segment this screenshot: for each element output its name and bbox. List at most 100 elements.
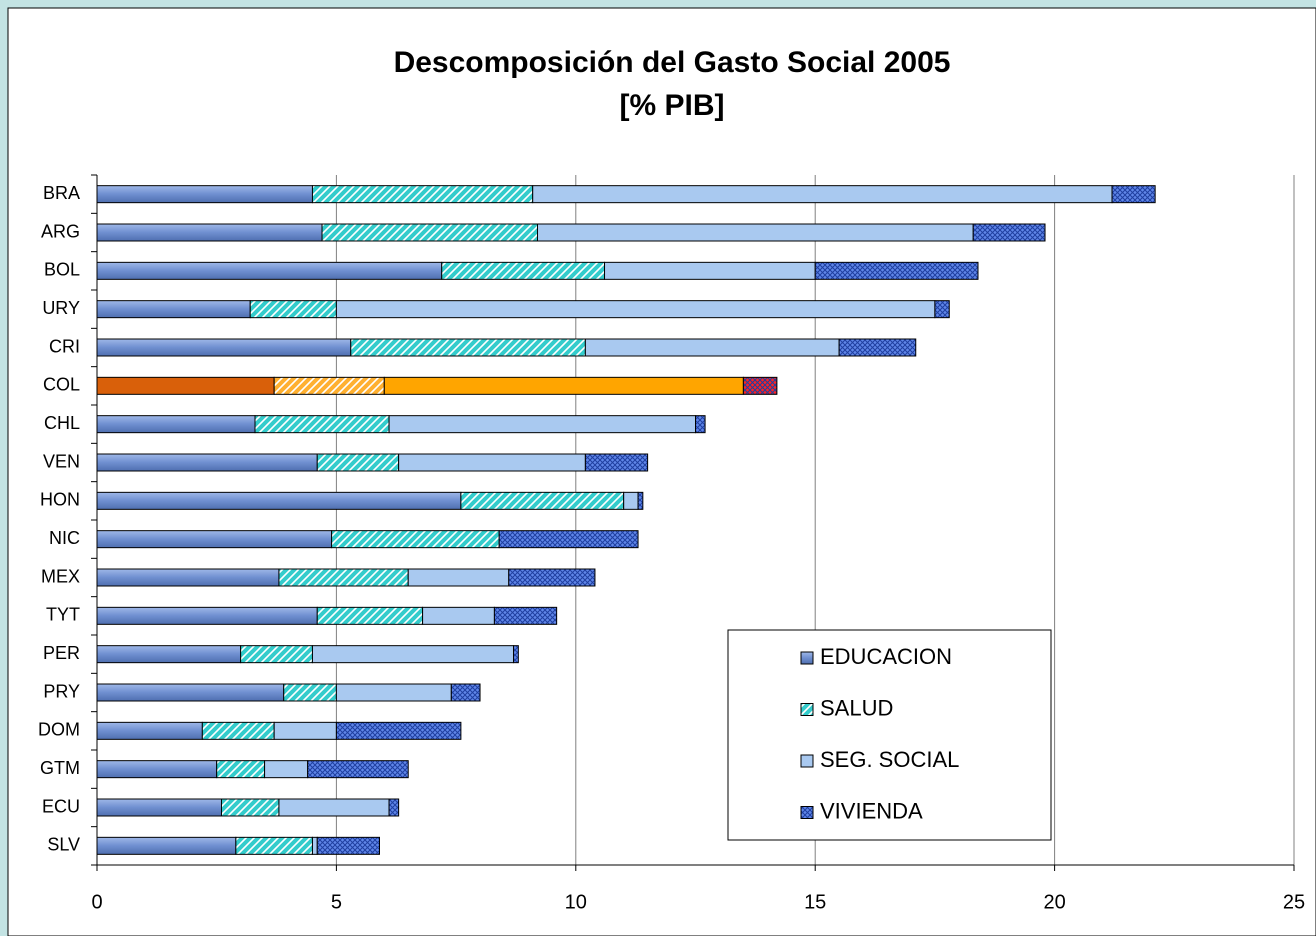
- bar-segment: [96, 568, 280, 587]
- bar-segment: [441, 261, 606, 280]
- legend-swatch: [800, 806, 814, 819]
- y-tick-label: GTM: [40, 758, 80, 778]
- y-tick-label: CHL: [44, 413, 80, 433]
- y-tick-label: PRY: [43, 681, 80, 701]
- bar-segment: [264, 760, 309, 779]
- bar-segment: [498, 530, 639, 549]
- y-tick-label: VEN: [43, 451, 80, 471]
- bar-segment: [311, 645, 515, 664]
- bar-segment: [96, 760, 218, 779]
- x-tick-label: 0: [91, 891, 102, 913]
- bar-segment: [331, 530, 500, 549]
- legend-swatch: [800, 651, 814, 665]
- bar-segment: [96, 185, 313, 204]
- x-tick-label: 15: [804, 891, 826, 913]
- legend-label: EDUCACION: [820, 644, 952, 669]
- bar-segment: [96, 606, 318, 625]
- bar-segment: [838, 338, 917, 357]
- x-tick-label: 10: [565, 891, 587, 913]
- bar-segment: [316, 836, 380, 855]
- chart-subtitle: [% PIB]: [620, 89, 725, 122]
- bar-segment: [311, 836, 318, 855]
- bar-segment: [335, 721, 462, 740]
- bar-segment: [254, 415, 390, 434]
- bar-segment: [388, 798, 400, 817]
- bar-segment: [96, 721, 203, 740]
- bar-segment: [283, 683, 337, 702]
- y-tick-label: TYT: [46, 605, 80, 625]
- y-tick-label: MEX: [41, 566, 80, 586]
- bar-segment: [383, 376, 744, 395]
- legend-label: SEG. SOCIAL: [820, 747, 959, 772]
- bar-segment: [96, 300, 251, 319]
- x-tick-label: 20: [1043, 891, 1065, 913]
- bar-segment: [96, 836, 237, 855]
- bar-segment: [536, 223, 974, 242]
- bar-segment: [273, 376, 385, 395]
- bar-segment: [96, 223, 323, 242]
- bar-segment: [235, 836, 313, 855]
- bar-segment: [307, 760, 409, 779]
- bar-segment: [96, 338, 352, 357]
- x-tick-label: 5: [331, 891, 342, 913]
- y-tick-label: URY: [42, 298, 80, 318]
- y-tick-label: CRI: [49, 336, 80, 356]
- bar-segment: [278, 798, 390, 817]
- bar-segment: [96, 798, 222, 817]
- bar-segment: [335, 683, 452, 702]
- y-tick-label: PER: [43, 643, 80, 663]
- bar-segment: [249, 300, 337, 319]
- legend-swatch: [800, 703, 814, 716]
- bar-segment: [450, 683, 481, 702]
- chart-panel: [7, 7, 1316, 936]
- bar-segment: [96, 376, 275, 395]
- y-tick-label: BOL: [44, 260, 80, 280]
- legend-box: [727, 629, 1052, 841]
- bar-segment: [407, 568, 510, 587]
- bar-segment: [311, 185, 534, 204]
- bar-segment: [96, 683, 285, 702]
- bar-segment: [388, 415, 696, 434]
- bar-segment: [278, 568, 409, 587]
- bar-segment: [350, 338, 586, 357]
- bar-segment: [96, 415, 256, 434]
- bar-segment: [508, 568, 596, 587]
- bar-segment: [637, 491, 644, 510]
- bar-segment: [623, 491, 639, 510]
- bar-segment: [96, 261, 443, 280]
- bar-segment: [96, 453, 318, 472]
- bar-segment: [201, 721, 275, 740]
- bar-segment: [96, 530, 333, 549]
- bar-segment: [460, 491, 625, 510]
- bar-segment: [335, 300, 936, 319]
- bar-segment: [972, 223, 1046, 242]
- bar-segment: [934, 300, 950, 319]
- y-tick-label: ARG: [41, 221, 80, 241]
- legend-swatch: [800, 754, 814, 768]
- legend-label: VIVIENDA: [820, 798, 923, 823]
- y-tick-label: COL: [43, 375, 80, 395]
- y-tick-label: BRA: [43, 183, 80, 203]
- bar-segment: [220, 798, 280, 817]
- bar-segment: [422, 606, 495, 625]
- bar-segment: [513, 645, 519, 664]
- bar-segment: [96, 491, 462, 510]
- bar-segment: [398, 453, 586, 472]
- y-tick-label: ECU: [42, 796, 80, 816]
- y-tick-label: DOM: [38, 720, 80, 740]
- bar-segment: [814, 261, 979, 280]
- bar-segment: [584, 338, 840, 357]
- y-tick-label: SLV: [47, 835, 80, 855]
- bar-segment: [493, 606, 558, 625]
- bar-segment: [695, 415, 706, 434]
- bar-segment: [742, 376, 778, 395]
- chart-title: Descomposición del Gasto Social 2005: [394, 46, 951, 79]
- y-tick-label: NIC: [49, 528, 80, 548]
- bar-segment: [532, 185, 1113, 204]
- legend-label: SALUD: [820, 695, 893, 720]
- x-tick-label: 25: [1283, 891, 1305, 913]
- bar-segment: [273, 721, 337, 740]
- bar-segment: [316, 453, 400, 472]
- bar-segment: [604, 261, 816, 280]
